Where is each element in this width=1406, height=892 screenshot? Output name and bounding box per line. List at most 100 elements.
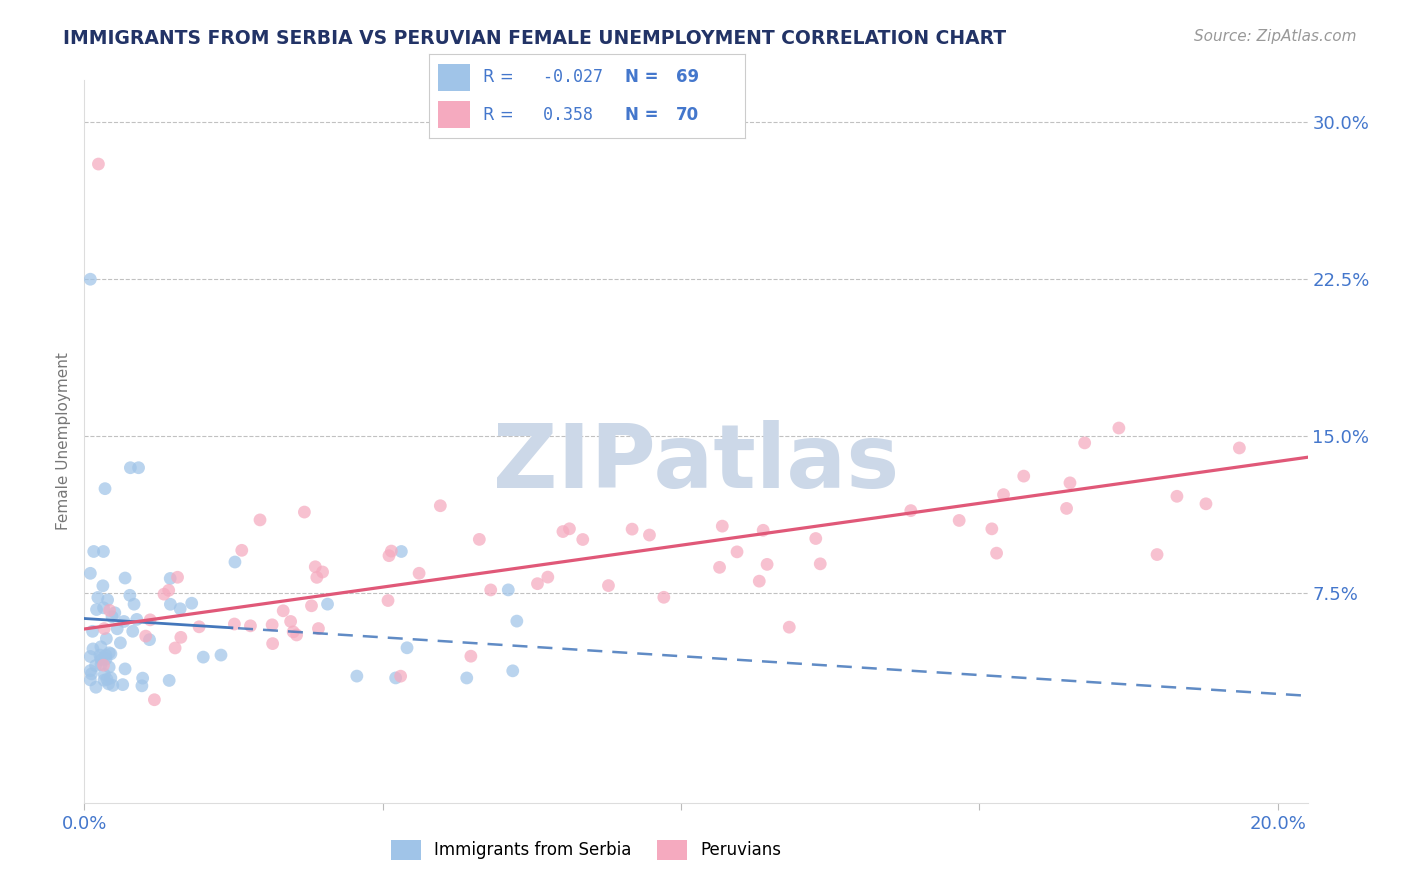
Point <box>93 544 115 558</box>
Point <box>101 678 124 692</box>
Text: 70: 70 <box>676 105 699 123</box>
Point <box>143 692 166 706</box>
Point <box>79 566 101 581</box>
Point <box>395 640 418 655</box>
Point <box>506 614 529 628</box>
Point <box>1056 501 1078 516</box>
Point <box>98 603 121 617</box>
Point <box>110 636 132 650</box>
Point <box>725 545 748 559</box>
Point <box>652 591 675 605</box>
Text: R =: R = <box>482 105 513 123</box>
Point <box>271 604 294 618</box>
Point <box>224 555 246 569</box>
Text: -0.027: -0.027 <box>533 69 603 87</box>
Point <box>778 620 800 634</box>
Point <box>79 272 101 286</box>
Point <box>93 600 115 615</box>
Point <box>346 669 368 683</box>
Point <box>748 574 770 589</box>
Point <box>166 570 188 584</box>
Text: N =: N = <box>626 69 658 87</box>
Point <box>479 582 502 597</box>
Point <box>180 596 202 610</box>
Point <box>98 660 121 674</box>
Point <box>378 549 401 563</box>
Point <box>111 678 134 692</box>
Point <box>90 651 112 665</box>
Point <box>135 629 157 643</box>
Point <box>93 673 115 688</box>
Point <box>101 609 124 624</box>
Point <box>97 593 120 607</box>
Point <box>621 522 644 536</box>
Point <box>389 544 412 558</box>
Point <box>262 617 284 632</box>
Text: ZIPatlas: ZIPatlas <box>494 420 898 507</box>
Point <box>558 522 581 536</box>
Point <box>224 617 246 632</box>
Bar <box>439 101 470 128</box>
Point <box>121 624 143 639</box>
Point <box>571 533 593 547</box>
Point <box>460 649 482 664</box>
Point <box>100 647 122 661</box>
Point <box>82 624 104 639</box>
Point <box>502 664 524 678</box>
Point <box>408 566 430 581</box>
Point <box>384 671 406 685</box>
Point <box>94 482 117 496</box>
Text: N =: N = <box>626 105 658 123</box>
Text: Source: ZipAtlas.com: Source: ZipAtlas.com <box>1194 29 1357 44</box>
Point <box>709 560 731 574</box>
Point <box>120 460 142 475</box>
Point <box>90 657 112 672</box>
Point <box>283 624 305 639</box>
Text: IMMIGRANTS FROM SERBIA VS PERUVIAN FEMALE UNEMPLOYMENT CORRELATION CHART: IMMIGRANTS FROM SERBIA VS PERUVIAN FEMAL… <box>63 29 1007 47</box>
Point <box>84 680 107 694</box>
Point <box>94 652 117 666</box>
Point <box>93 658 115 673</box>
Point <box>389 669 412 683</box>
Point <box>112 615 135 629</box>
Point <box>93 622 115 636</box>
Point <box>638 528 661 542</box>
Point <box>292 505 315 519</box>
Point <box>468 533 491 547</box>
Point <box>948 513 970 527</box>
Point <box>456 671 478 685</box>
Point <box>84 658 107 673</box>
Point <box>239 619 262 633</box>
Point <box>91 579 114 593</box>
Point <box>1146 548 1168 562</box>
Point <box>159 597 181 611</box>
Point <box>170 631 193 645</box>
Point <box>96 632 118 646</box>
Point <box>231 543 253 558</box>
Text: R =: R = <box>482 69 513 87</box>
Point <box>83 544 105 558</box>
Point <box>80 666 103 681</box>
Point <box>157 673 180 688</box>
Point <box>131 679 153 693</box>
Point <box>104 606 127 620</box>
Point <box>93 667 115 681</box>
Point <box>380 544 402 558</box>
Point <box>1108 421 1130 435</box>
Point <box>118 588 141 602</box>
Point <box>97 677 120 691</box>
Point <box>153 587 176 601</box>
Point <box>96 673 118 687</box>
Point <box>316 597 339 611</box>
Bar <box>439 63 470 91</box>
Point <box>808 557 831 571</box>
Point <box>82 641 104 656</box>
Point <box>551 524 574 539</box>
Point <box>537 570 560 584</box>
Point <box>87 157 110 171</box>
Point <box>311 565 333 579</box>
Point <box>249 513 271 527</box>
Point <box>752 523 775 537</box>
Point <box>87 591 110 605</box>
Point <box>804 532 827 546</box>
